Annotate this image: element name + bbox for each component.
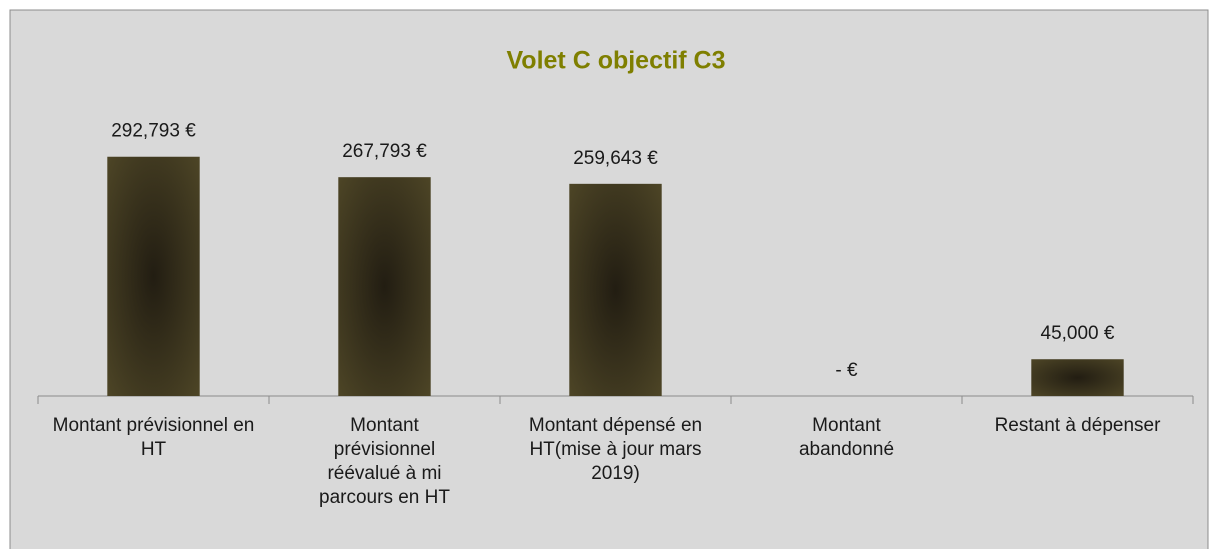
bar [107,156,200,396]
bar [569,183,662,396]
bar [338,177,431,396]
x-tick-label: Montant prévisionnel en HT [52,415,255,460]
x-tick-label: Restant à dépenser [994,415,1161,436]
value-label: 259,643 € [573,148,658,169]
value-label: 267,793 € [342,141,427,162]
x-tick-label: Montant dépensé en HT(mise à jour mars 2… [528,415,703,484]
value-label: - € [835,360,858,381]
chart-title: Volet C objectif C3 [506,47,725,75]
value-label: 292,793 € [111,121,196,142]
value-label: 45,000 € [1041,323,1115,344]
x-tick-label: Montant abandonné [798,415,895,460]
bar [1031,359,1124,396]
x-tick-label: Montant prévisionnel réévalué à mi parco… [319,415,450,508]
